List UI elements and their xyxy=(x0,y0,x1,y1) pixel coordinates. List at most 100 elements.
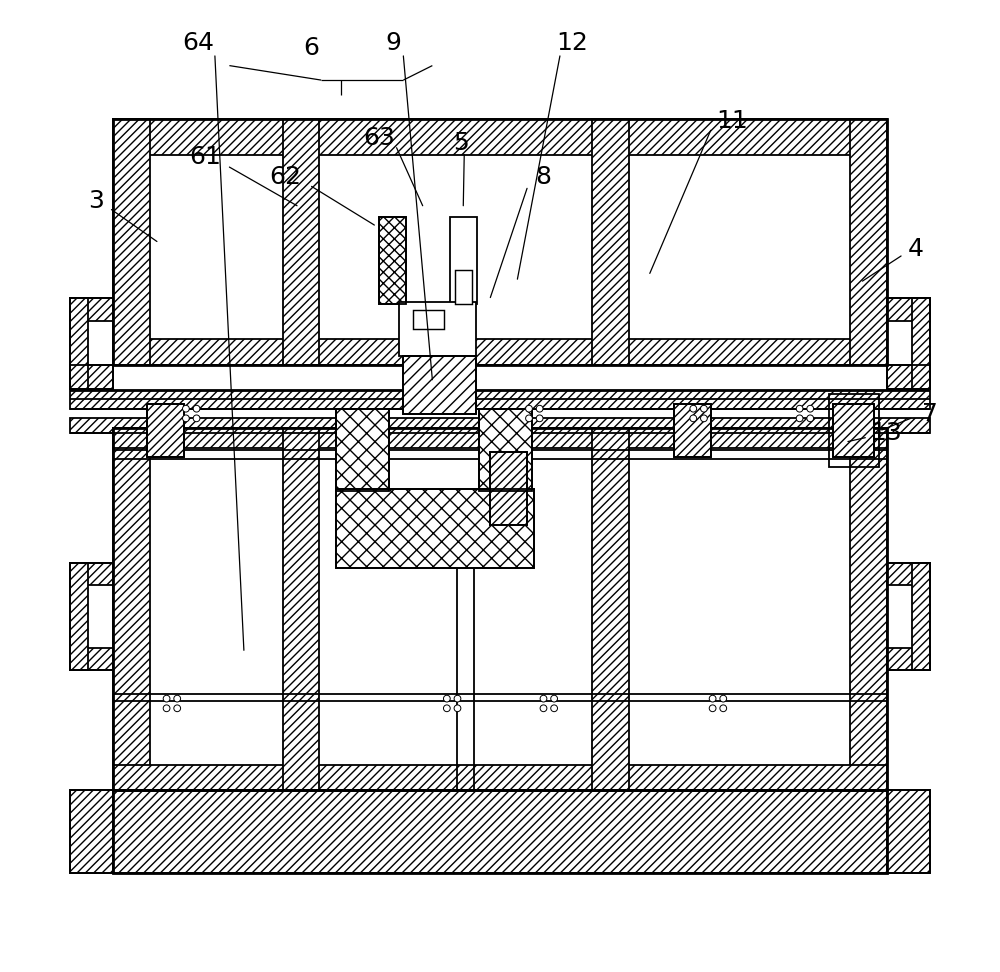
Circle shape xyxy=(454,695,461,702)
Bar xyxy=(70,418,930,433)
Bar xyxy=(850,428,887,790)
Circle shape xyxy=(540,705,547,712)
Circle shape xyxy=(796,415,803,422)
Circle shape xyxy=(183,415,189,422)
Bar xyxy=(379,218,406,304)
Text: 64: 64 xyxy=(182,31,214,55)
Bar xyxy=(70,297,88,390)
Text: 11: 11 xyxy=(716,109,748,133)
Circle shape xyxy=(540,695,547,702)
Circle shape xyxy=(551,705,558,712)
Bar xyxy=(70,391,930,408)
Text: 62: 62 xyxy=(269,164,301,189)
Text: 6: 6 xyxy=(304,36,320,60)
Bar xyxy=(592,428,629,790)
Bar xyxy=(399,302,476,356)
Circle shape xyxy=(807,405,814,412)
Bar xyxy=(70,790,113,873)
Bar xyxy=(113,428,887,448)
Circle shape xyxy=(709,695,716,702)
Bar xyxy=(829,395,879,467)
Bar xyxy=(70,564,113,670)
Bar xyxy=(450,218,477,304)
Bar xyxy=(147,403,184,457)
Circle shape xyxy=(526,405,532,412)
Bar xyxy=(887,790,930,873)
Circle shape xyxy=(163,705,170,712)
Bar xyxy=(887,790,930,873)
Bar xyxy=(70,564,113,585)
Bar xyxy=(379,218,406,304)
Bar xyxy=(887,297,930,390)
Circle shape xyxy=(174,705,181,712)
Bar xyxy=(283,428,319,790)
Circle shape xyxy=(183,405,189,412)
Circle shape xyxy=(193,415,200,422)
Bar xyxy=(413,310,444,329)
Bar xyxy=(887,297,930,322)
Bar xyxy=(887,564,930,670)
Bar xyxy=(403,356,476,413)
Text: 7: 7 xyxy=(922,401,938,426)
Circle shape xyxy=(526,415,532,422)
Bar xyxy=(887,365,930,390)
Bar xyxy=(912,564,930,670)
Bar xyxy=(403,356,476,413)
Bar xyxy=(70,297,113,322)
Bar xyxy=(283,119,319,365)
Bar xyxy=(592,119,629,365)
Bar xyxy=(336,408,389,491)
Bar xyxy=(113,119,150,365)
Text: 3: 3 xyxy=(88,189,104,213)
Bar xyxy=(113,428,150,790)
Circle shape xyxy=(536,405,543,412)
Text: 4: 4 xyxy=(908,237,924,261)
Circle shape xyxy=(720,705,727,712)
Circle shape xyxy=(193,405,200,412)
Bar xyxy=(113,119,887,365)
Circle shape xyxy=(701,415,707,422)
Circle shape xyxy=(443,695,450,702)
Circle shape xyxy=(709,705,716,712)
Bar xyxy=(336,489,534,569)
Bar xyxy=(70,564,88,670)
Bar xyxy=(113,790,887,873)
Circle shape xyxy=(690,405,697,412)
Bar xyxy=(479,408,532,491)
Bar xyxy=(113,790,887,873)
Text: 13: 13 xyxy=(871,421,902,445)
Bar xyxy=(336,408,389,491)
Circle shape xyxy=(536,415,543,422)
Bar xyxy=(674,403,711,457)
Circle shape xyxy=(720,695,727,702)
Bar xyxy=(479,408,532,491)
Circle shape xyxy=(807,415,814,422)
Text: 9: 9 xyxy=(386,31,402,55)
Text: 5: 5 xyxy=(453,131,469,155)
Bar xyxy=(70,790,113,873)
Circle shape xyxy=(690,415,697,422)
Circle shape xyxy=(701,405,707,412)
Bar xyxy=(912,297,930,390)
Circle shape xyxy=(163,695,170,702)
Bar xyxy=(336,489,534,569)
Circle shape xyxy=(454,705,461,712)
Text: 12: 12 xyxy=(557,31,588,55)
Text: 8: 8 xyxy=(535,164,551,189)
Bar xyxy=(147,403,184,457)
Circle shape xyxy=(174,695,181,702)
Bar xyxy=(70,297,113,390)
Bar xyxy=(833,403,874,457)
Bar xyxy=(850,119,887,365)
Bar xyxy=(490,452,527,525)
Bar xyxy=(455,269,472,304)
Circle shape xyxy=(443,705,450,712)
Text: 63: 63 xyxy=(363,126,395,150)
Bar xyxy=(113,119,887,156)
Bar xyxy=(113,765,887,790)
Bar xyxy=(490,452,527,525)
Bar xyxy=(70,365,113,390)
Bar xyxy=(113,428,887,790)
Circle shape xyxy=(796,405,803,412)
Bar xyxy=(887,647,930,670)
